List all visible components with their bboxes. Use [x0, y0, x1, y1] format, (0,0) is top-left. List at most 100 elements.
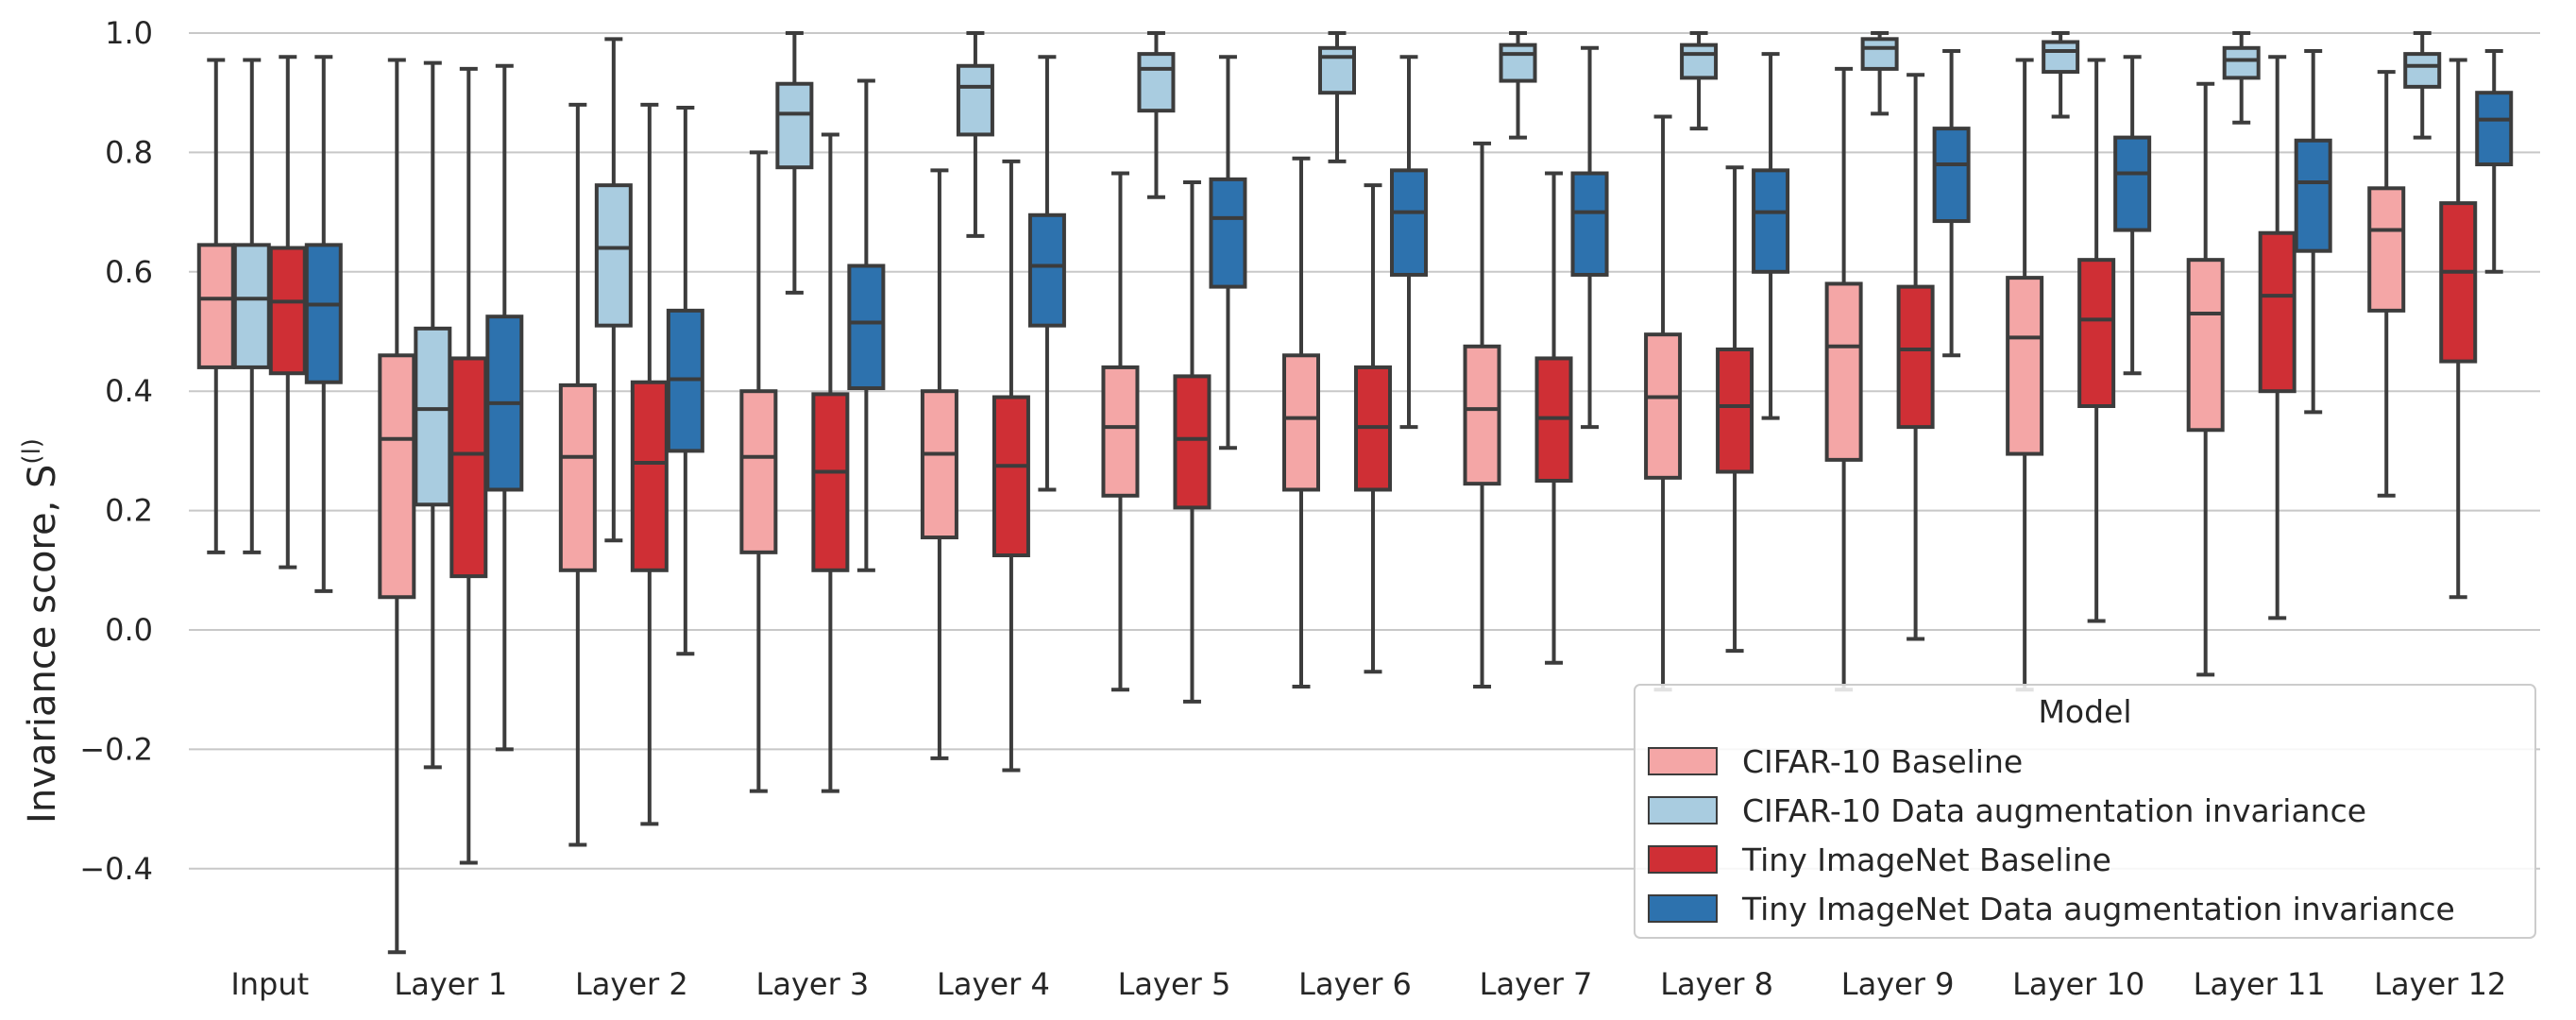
box-iqr — [2222, 45, 2261, 80]
box — [2077, 58, 2116, 623]
x-tick-label: Layer 5 — [1118, 966, 1231, 1002]
box-iqr — [378, 353, 416, 600]
legend-swatch — [1648, 845, 1718, 874]
y-tick-label: −0.4 — [79, 851, 153, 887]
box — [378, 58, 416, 955]
box — [1499, 31, 1537, 140]
y-tick-label: 0.2 — [105, 493, 153, 529]
box — [485, 63, 524, 752]
box — [956, 31, 994, 238]
box — [1463, 141, 1501, 689]
y-axis-title-main: Invariance score, S — [21, 465, 64, 824]
box-iqr — [2006, 276, 2044, 456]
box-iqr — [1932, 127, 1971, 224]
box — [2367, 70, 2406, 498]
box-group-layer-6 — [1282, 31, 1428, 689]
box-iqr — [2403, 52, 2442, 89]
box-iqr — [1860, 37, 1899, 71]
box-iqr — [1896, 284, 1935, 430]
box — [991, 159, 1030, 773]
box — [847, 78, 886, 572]
y-axis-title-superscript: (l) — [18, 438, 46, 465]
y-tick-label: −0.2 — [79, 731, 153, 767]
box-iqr — [630, 380, 669, 572]
legend-title: Model — [2038, 693, 2131, 730]
box-iqr — [1101, 365, 1140, 498]
box — [666, 106, 704, 656]
box-iqr — [1716, 347, 1754, 474]
box-iqr — [1644, 332, 1683, 480]
box — [1137, 31, 1176, 199]
legend-swatch — [1648, 747, 1718, 775]
box — [2113, 55, 2152, 376]
box-group-layer-1 — [378, 58, 524, 955]
legend-entry-label: CIFAR-10 Baseline — [1742, 743, 2023, 780]
box-group-layer-8 — [1644, 31, 1790, 692]
box-iqr — [1137, 52, 1176, 113]
box-iqr — [2475, 91, 2514, 167]
box — [1534, 171, 1573, 665]
box-iqr — [2077, 258, 2116, 408]
box-iqr — [1173, 374, 1212, 510]
box-group-layer-3 — [739, 31, 886, 793]
box-iqr — [1027, 212, 1066, 328]
box — [1027, 55, 1066, 492]
y-tick-label: 0.8 — [105, 134, 153, 170]
box-iqr — [2042, 40, 2080, 75]
x-tick-label: Layer 12 — [2374, 966, 2506, 1002]
box — [2294, 48, 2332, 415]
box-group-layer-2 — [558, 37, 704, 847]
box — [739, 150, 778, 793]
box-iqr — [2258, 230, 2296, 394]
box-iqr — [1752, 168, 1790, 274]
x-tick-labels: Input Layer 1 Layer 2 Layer 3 Layer 4 Layer 5… — [230, 966, 2506, 1002]
box — [304, 55, 343, 593]
box — [1101, 171, 1140, 692]
box — [2439, 58, 2478, 600]
box-iqr — [1318, 45, 1356, 95]
box — [1390, 55, 1428, 430]
box — [775, 31, 814, 295]
box — [1570, 45, 1609, 430]
box-iqr — [2439, 201, 2478, 364]
box — [1932, 48, 1971, 358]
box — [414, 60, 452, 770]
y-tick-labels: −0.4 −0.2 0.0 0.2 0.4 0.6 0.8 1.0 — [79, 15, 153, 887]
boxes — [196, 31, 2514, 955]
box — [2475, 48, 2514, 274]
box — [2222, 31, 2261, 125]
y-tick-label: 0.0 — [105, 612, 153, 648]
box — [1896, 73, 1935, 641]
x-tick-label: Layer 11 — [2194, 966, 2326, 1002]
box-iqr — [956, 63, 994, 137]
box — [1282, 156, 1320, 689]
box-iqr — [1680, 42, 1719, 80]
box — [449, 66, 488, 865]
y-tick-label: 0.4 — [105, 373, 153, 409]
x-tick-label: Layer 4 — [937, 966, 1050, 1002]
box — [1354, 183, 1392, 674]
box — [1173, 180, 1212, 704]
box — [558, 102, 597, 847]
y-tick-label: 1.0 — [105, 15, 153, 51]
box-iqr — [775, 81, 814, 170]
y-tick-label: 0.6 — [105, 254, 153, 290]
box — [811, 132, 850, 793]
box-iqr — [268, 246, 307, 376]
box-group-layer-10 — [2006, 31, 2152, 692]
box-iqr — [1499, 42, 1537, 83]
box-iqr — [594, 183, 633, 328]
box-group-layer-9 — [1824, 31, 1971, 692]
box-iqr — [1282, 353, 1320, 492]
box — [268, 55, 307, 570]
box — [2186, 81, 2225, 677]
box-iqr — [449, 356, 488, 579]
box — [2258, 55, 2296, 620]
box-iqr — [304, 243, 343, 384]
box — [920, 168, 958, 760]
box-iqr — [991, 395, 1030, 557]
legend-frame — [1634, 684, 2536, 939]
x-tick-label: Layer 8 — [1660, 966, 1773, 1002]
box-iqr — [2186, 258, 2225, 433]
